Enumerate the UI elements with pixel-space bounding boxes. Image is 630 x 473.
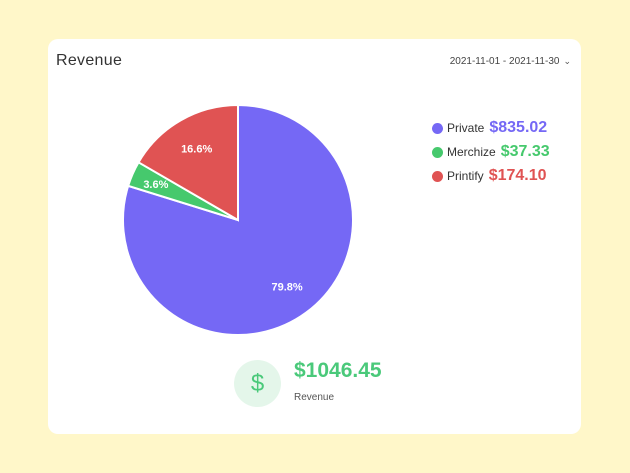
pie-chart: 79.8% 3.6% 16.6%	[122, 103, 354, 336]
pie-label-merchize: 3.6%	[143, 179, 168, 191]
legend-value: $174.10	[488, 167, 547, 184]
legend-label: Private	[447, 121, 485, 135]
legend-item-merchize[interactable]: Merchize $37.33	[432, 143, 550, 161]
legend-item-private[interactable]: Private $835.02	[432, 119, 550, 137]
date-range-label: 2021-11-01 - 2021-11-30	[449, 56, 560, 67]
pie-slice-private[interactable]	[122, 103, 354, 336]
total-revenue-value: $1046.45	[294, 359, 382, 382]
legend-dot	[432, 146, 443, 158]
legend-dot	[432, 122, 443, 134]
dollar-icon: $	[234, 360, 281, 407]
legend-item-printify[interactable]: Printify $174.10	[432, 167, 550, 185]
chevron-down-icon: ⌄	[563, 56, 571, 66]
legend-value: $835.02	[489, 119, 548, 136]
card-title: Revenue	[56, 52, 123, 69]
pie-slice-printify[interactable]	[137, 103, 239, 222]
total-revenue-label: Revenue	[294, 392, 335, 403]
date-range-selector[interactable]: 2021-11-01 - 2021-11-30 ⌄	[450, 56, 571, 67]
pie-label-private: 79.8%	[271, 282, 302, 294]
pie-label-printify: 16.6%	[181, 143, 212, 155]
legend-dot	[432, 170, 443, 182]
legend-label: Merchize	[447, 145, 496, 159]
chart-legend: Private $835.02 Merchize $37.33 Printify…	[432, 119, 550, 185]
legend-label: Printify	[447, 169, 484, 183]
legend-value: $37.33	[500, 143, 550, 160]
revenue-card: Revenue 2021-11-01 - 2021-11-30 ⌄ 79.8% 3…	[48, 39, 581, 434]
